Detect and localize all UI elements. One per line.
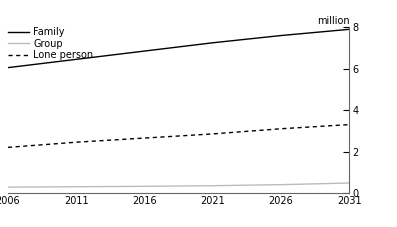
Text: million: million <box>317 16 349 26</box>
Lone person <box>142 137 147 139</box>
Lone person <box>279 127 283 130</box>
Family <box>74 58 79 61</box>
Family <box>279 34 283 37</box>
Family <box>6 66 10 69</box>
Family <box>142 50 147 52</box>
Line: Lone person: Lone person <box>8 125 349 147</box>
Lone person <box>6 146 10 149</box>
Group <box>6 186 10 188</box>
Group <box>279 183 283 186</box>
Group <box>210 184 215 187</box>
Family <box>347 28 352 31</box>
Lone person <box>210 133 215 135</box>
Lone person <box>347 123 352 126</box>
Group <box>74 185 79 188</box>
Lone person <box>74 141 79 143</box>
Line: Group: Group <box>8 183 349 187</box>
Group <box>142 185 147 188</box>
Line: Family: Family <box>8 29 349 68</box>
Family <box>210 41 215 44</box>
Legend: Family, Group, Lone person: Family, Group, Lone person <box>8 27 93 60</box>
Group <box>347 182 352 184</box>
